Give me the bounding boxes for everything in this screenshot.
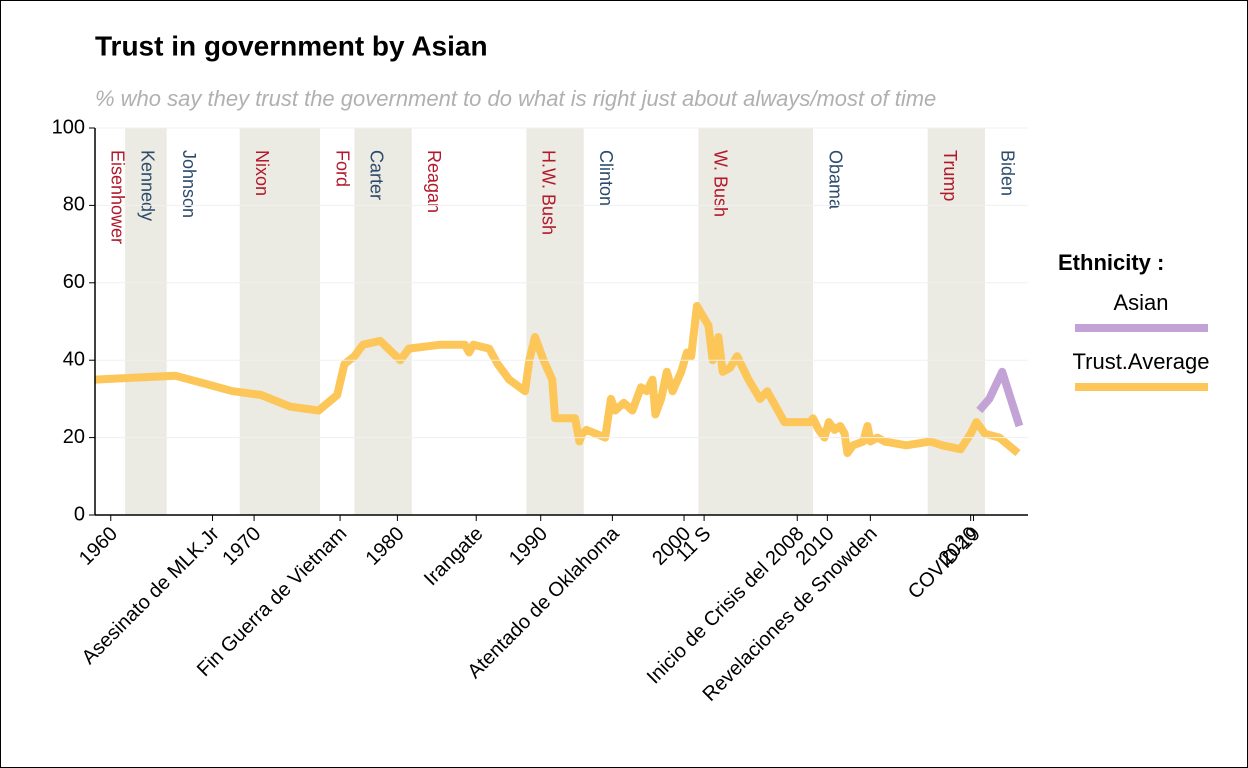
president-label: Johnson xyxy=(179,150,199,218)
president-label: Obama xyxy=(825,150,845,210)
president-label: W. Bush xyxy=(711,150,731,217)
chart-title: Trust in government by Asian xyxy=(95,30,488,61)
chart-subtitle: % who say they trust the government to d… xyxy=(95,86,936,111)
president-label: Eisenhower xyxy=(107,150,127,244)
president-band xyxy=(125,128,167,515)
president-band xyxy=(239,128,321,515)
series-line xyxy=(95,302,1021,458)
legend-label: Trust.Average xyxy=(1073,349,1210,374)
president-label: Reagan xyxy=(424,150,444,213)
president-band xyxy=(526,128,584,515)
legend-title: Ethnicity : xyxy=(1058,250,1164,275)
y-tick-label: 100 xyxy=(52,116,85,138)
president-band xyxy=(698,128,814,515)
president-label: Kennedy xyxy=(137,150,157,221)
y-tick-label: 0 xyxy=(74,503,85,525)
plot-layer xyxy=(95,128,1024,515)
president-label: Nixon xyxy=(252,150,272,196)
y-tick-label: 40 xyxy=(63,348,85,370)
legend-label: Asian xyxy=(1113,290,1168,315)
president-label: Clinton xyxy=(596,150,616,206)
y-tick-label: 80 xyxy=(63,194,85,216)
president-label: Carter xyxy=(367,150,387,200)
series-line xyxy=(976,367,1024,428)
president-label: Ford xyxy=(332,150,352,187)
president-band xyxy=(354,128,412,515)
y-tick-label: 60 xyxy=(63,271,85,293)
y-tick-label: 20 xyxy=(63,426,85,448)
president-label: Trump xyxy=(940,150,960,201)
president-label: H.W. Bush xyxy=(539,150,559,235)
president-label: Biden xyxy=(997,150,1017,196)
